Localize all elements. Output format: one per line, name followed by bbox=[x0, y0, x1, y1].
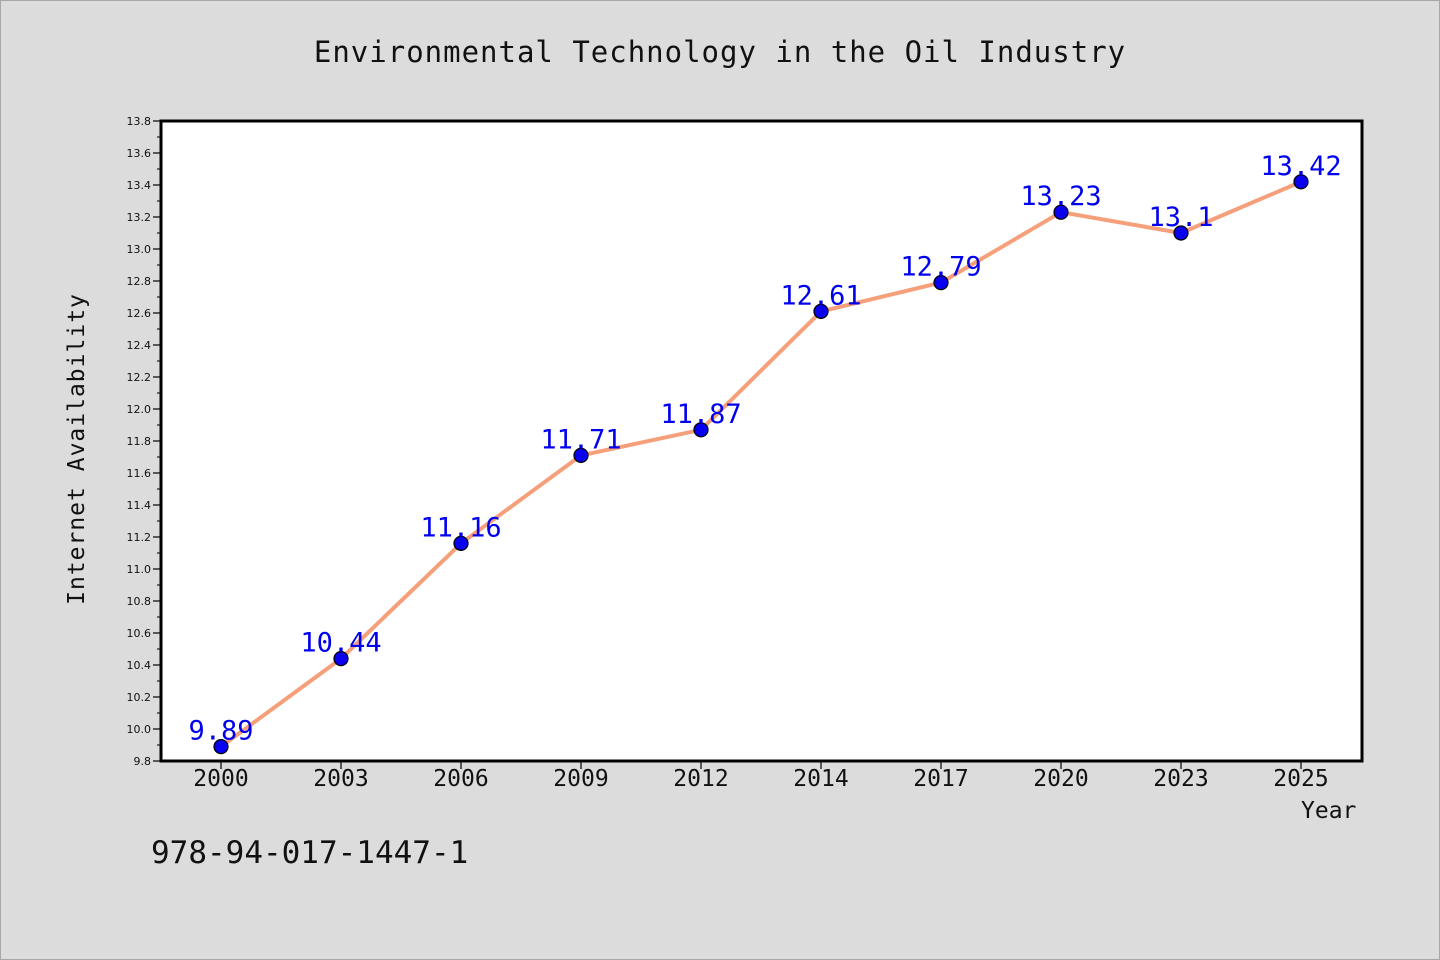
y-tick-label: 13.0 bbox=[127, 243, 152, 256]
plot-frame bbox=[159, 119, 1364, 763]
data-point bbox=[333, 650, 349, 667]
data-point bbox=[1173, 225, 1189, 241]
data-label: 11.16 bbox=[420, 512, 501, 543]
y-tick-label: 13.4 bbox=[127, 179, 152, 192]
data-labels: 9.89 10.44 11.16 11.71 11.87 12.61 12.79 13.23 1… bbox=[188, 151, 1341, 747]
x-tick-label: 2003 bbox=[313, 766, 368, 792]
data-label: 11.71 bbox=[540, 424, 621, 455]
y-tick-label: 10.0 bbox=[127, 723, 152, 736]
isbn-text: 978-94-017-1447-1 bbox=[151, 835, 469, 871]
data-label: 10.44 bbox=[300, 628, 381, 659]
data-point bbox=[1293, 174, 1309, 190]
x-tick-label: 2025 bbox=[1273, 766, 1328, 792]
y-tick-label: 10.2 bbox=[127, 691, 152, 704]
y-axis: 9.8 10.0 10.2 10.4 10.6 10.8 11.0 11.2 11.4 11.6 1… bbox=[127, 115, 161, 768]
y-tick-label: 11.8 bbox=[127, 435, 152, 448]
y-tick-label: 11.6 bbox=[127, 467, 152, 480]
x-tick-label: 2012 bbox=[673, 766, 728, 792]
series-line bbox=[219, 179, 1302, 749]
y-tick-label: 11.2 bbox=[127, 531, 152, 544]
y-tick-label: 12.6 bbox=[127, 307, 152, 320]
x-axis-label: Year bbox=[1301, 798, 1357, 824]
data-point bbox=[693, 422, 709, 438]
y-tick-label: 11.0 bbox=[127, 563, 152, 576]
y-tick-label: 10.6 bbox=[127, 627, 152, 640]
y-tick-label: 13.8 bbox=[127, 115, 152, 128]
x-tick-label: 2017 bbox=[913, 766, 968, 792]
data-label: 13.1 bbox=[1148, 202, 1213, 233]
data-point bbox=[573, 447, 589, 463]
y-tick-label: 12.0 bbox=[127, 403, 152, 416]
x-tick-label: 2006 bbox=[433, 766, 488, 792]
x-tick-label: 2014 bbox=[793, 766, 848, 792]
y-tick-label: 12.8 bbox=[127, 275, 152, 288]
data-point bbox=[933, 275, 949, 291]
y-tick-label: 13.6 bbox=[127, 147, 152, 160]
y-tick-label: 10.4 bbox=[127, 659, 152, 672]
data-point bbox=[813, 303, 829, 319]
data-label: 12.61 bbox=[780, 280, 861, 311]
x-tick-label: 2020 bbox=[1033, 766, 1088, 792]
x-tick-label: 2009 bbox=[553, 766, 608, 792]
chart-title: Environmental Technology in the Oil Indu… bbox=[313, 35, 1127, 69]
data-label: 13.23 bbox=[1020, 181, 1101, 212]
data-label: 9.89 bbox=[188, 716, 253, 747]
data-point bbox=[1053, 204, 1069, 220]
y-tick-label: 12.2 bbox=[127, 371, 152, 384]
y-tick-label: 10.8 bbox=[127, 595, 152, 608]
y-tick-label: 11.4 bbox=[127, 499, 152, 512]
y-tick-label: 9.8 bbox=[134, 755, 152, 768]
data-point bbox=[213, 738, 229, 755]
data-label: 12.79 bbox=[900, 252, 981, 283]
y-tick-label: 13.2 bbox=[127, 211, 152, 224]
series-markers bbox=[213, 174, 1309, 755]
x-tick-label: 2023 bbox=[1153, 766, 1208, 792]
x-tick-label: 2000 bbox=[193, 766, 248, 792]
y-tick-label: 12.4 bbox=[127, 339, 152, 352]
data-label: 11.87 bbox=[660, 399, 741, 430]
data-label: 13.42 bbox=[1260, 151, 1341, 182]
x-axis: 2000 2003 2006 2009 2012 2014 2017 2020 2023 2025 bbox=[193, 761, 1329, 792]
data-point bbox=[453, 535, 469, 552]
